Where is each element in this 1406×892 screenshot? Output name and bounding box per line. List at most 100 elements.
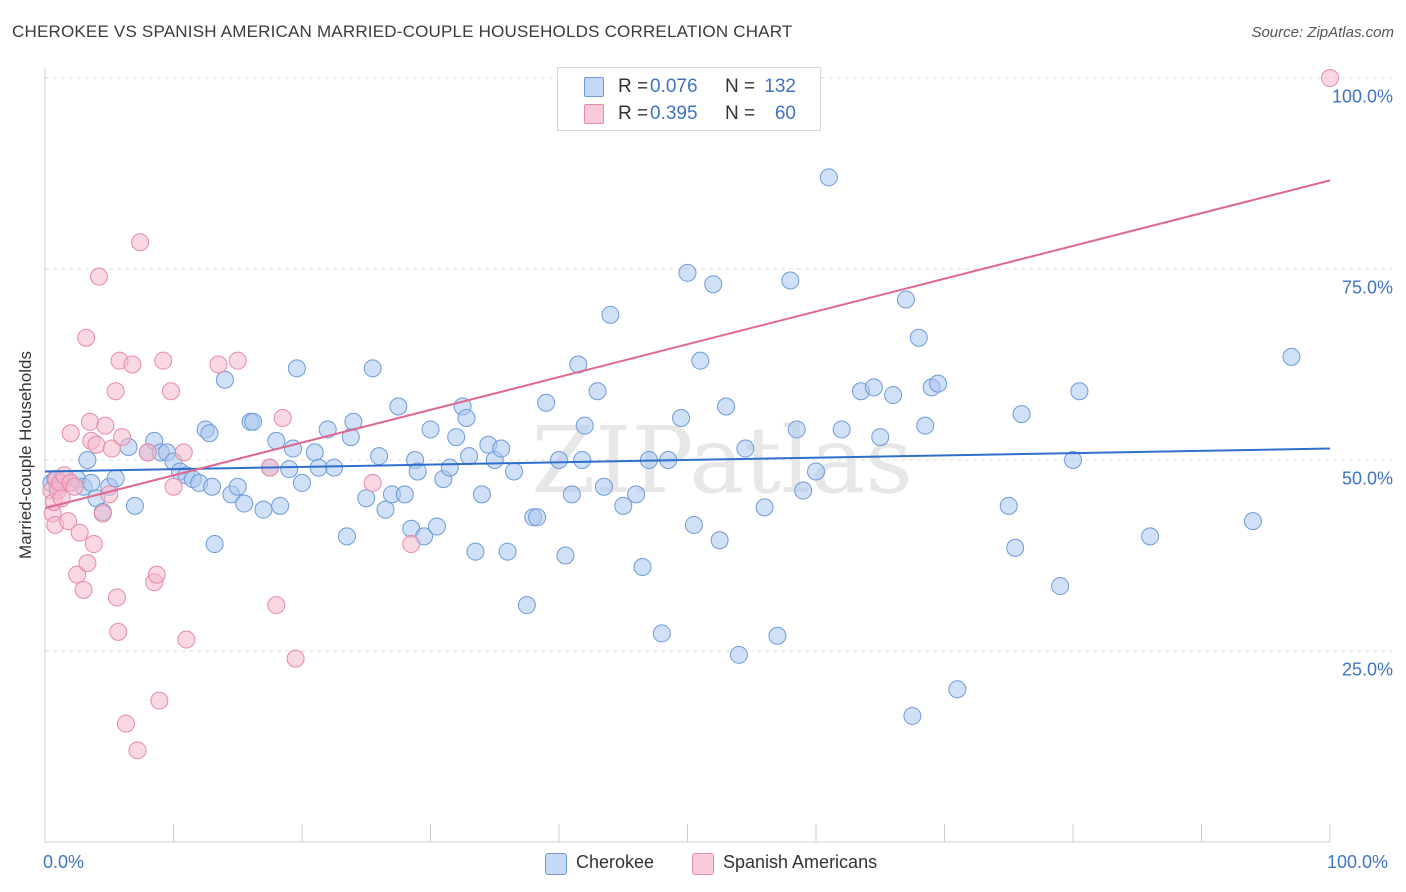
cherokee-point bbox=[794, 481, 813, 500]
y-tick-label: 50.0% bbox=[1341, 468, 1393, 489]
cherokee-point bbox=[562, 485, 581, 504]
cherokee-point bbox=[125, 496, 144, 515]
x-tick-label: 0.0% bbox=[43, 852, 85, 872]
spanish-point bbox=[113, 428, 132, 447]
spanish-point bbox=[228, 351, 247, 370]
spanish-point bbox=[107, 588, 126, 607]
cherokee-point bbox=[395, 485, 414, 504]
legend-row-spanish: R = 0.395 N = 60 bbox=[558, 101, 820, 127]
cherokee-point bbox=[909, 328, 928, 347]
cherokee-point bbox=[948, 680, 967, 699]
cherokee-trendline bbox=[44, 447, 1331, 473]
cherokee-legend-swatch bbox=[545, 853, 567, 875]
cherokee-point bbox=[896, 290, 915, 309]
spanish-point bbox=[164, 477, 183, 496]
cherokee-point bbox=[678, 263, 697, 282]
y-tick-label: 25.0% bbox=[1341, 659, 1393, 680]
cherokee-point bbox=[235, 494, 254, 513]
cherokee-point bbox=[736, 439, 755, 458]
spanish-point bbox=[138, 443, 157, 462]
cherokee-point bbox=[999, 496, 1018, 515]
spanish-point bbox=[116, 714, 135, 733]
cherokee-point bbox=[528, 508, 547, 527]
spanish-point bbox=[70, 523, 89, 542]
cherokee-point bbox=[78, 451, 97, 469]
spanish-point bbox=[150, 691, 169, 710]
cherokee-point bbox=[357, 489, 376, 508]
cherokee-point bbox=[447, 428, 466, 447]
r-value: 0.076 bbox=[650, 76, 698, 97]
cherokee-point bbox=[318, 420, 337, 439]
spanish-point bbox=[80, 412, 99, 431]
spanish-point bbox=[147, 565, 166, 584]
cherokee-point bbox=[556, 546, 575, 565]
cherokee-point bbox=[871, 428, 890, 447]
cherokee-point bbox=[710, 531, 729, 550]
spanish-point bbox=[1321, 69, 1339, 87]
cherokee-point bbox=[594, 477, 613, 496]
chart-title: CHEROKEE VS SPANISH AMERICAN MARRIED-COU… bbox=[12, 22, 793, 41]
cherokee-point bbox=[228, 477, 247, 496]
spanish-point bbox=[84, 535, 103, 554]
spanish-point bbox=[74, 580, 93, 599]
spanish-point bbox=[286, 649, 305, 668]
cherokee-point bbox=[1012, 405, 1031, 424]
cherokee-point bbox=[389, 397, 408, 416]
cherokee-point bbox=[633, 557, 652, 576]
cherokee-point bbox=[203, 477, 222, 496]
cherokee-legend-label: Cherokee bbox=[576, 852, 655, 872]
cherokee-point bbox=[1064, 451, 1082, 469]
cherokee-point bbox=[498, 542, 517, 561]
cherokee-point bbox=[684, 515, 703, 534]
cherokee-point bbox=[280, 460, 299, 479]
cherokee-point bbox=[200, 424, 219, 443]
cherokee-point bbox=[293, 473, 311, 492]
spanish-point bbox=[96, 416, 115, 435]
cherokee-point bbox=[370, 447, 389, 466]
cherokee-point bbox=[492, 439, 511, 458]
cherokee-point bbox=[717, 397, 736, 416]
cherokee-point bbox=[755, 498, 774, 517]
cherokee-point bbox=[537, 393, 556, 412]
spanish-point bbox=[61, 424, 80, 443]
cherokee-point bbox=[729, 645, 748, 664]
cherokee-point bbox=[517, 596, 536, 615]
spanish-point bbox=[106, 382, 125, 401]
cherokee-point bbox=[1051, 577, 1070, 596]
n-value: 132 bbox=[764, 76, 796, 97]
cherokee-point bbox=[916, 416, 935, 435]
spanish-point bbox=[128, 741, 147, 760]
spanish-point bbox=[174, 443, 193, 462]
n-label: N = bbox=[725, 76, 756, 97]
cherokee-point bbox=[287, 359, 306, 378]
cherokee-point bbox=[254, 500, 273, 519]
cherokee-point bbox=[819, 168, 838, 187]
spanish-legend-swatch bbox=[692, 853, 714, 875]
spanish-point bbox=[59, 512, 78, 531]
spanish-point bbox=[65, 477, 84, 496]
spanish-point bbox=[93, 504, 112, 523]
spanish-legend-label: Spanish Americans bbox=[723, 852, 878, 872]
cherokee-swatch bbox=[584, 77, 604, 97]
cherokee-point bbox=[691, 351, 710, 370]
spanish-point bbox=[89, 267, 108, 286]
cherokee-point bbox=[271, 496, 290, 515]
cherokee-point bbox=[672, 408, 691, 427]
cherokee-point bbox=[466, 542, 485, 561]
cherokee-point bbox=[408, 462, 427, 481]
cherokee-point bbox=[614, 496, 633, 515]
cherokee-point bbox=[376, 500, 395, 519]
cherokee-point bbox=[1141, 527, 1160, 546]
cherokee-point bbox=[305, 443, 324, 462]
y-tick-label: 75.0% bbox=[1341, 277, 1393, 298]
cherokee-point bbox=[864, 378, 883, 397]
cherokee-point bbox=[575, 416, 594, 435]
cherokee-point bbox=[505, 462, 524, 481]
cherokee-point bbox=[472, 485, 491, 504]
spanish-point bbox=[363, 473, 382, 492]
cherokee-point bbox=[807, 462, 825, 481]
cherokee-point bbox=[325, 458, 344, 477]
r-label: R = bbox=[618, 76, 649, 97]
spanish-swatch bbox=[584, 104, 604, 124]
cherokee-point bbox=[550, 451, 568, 469]
